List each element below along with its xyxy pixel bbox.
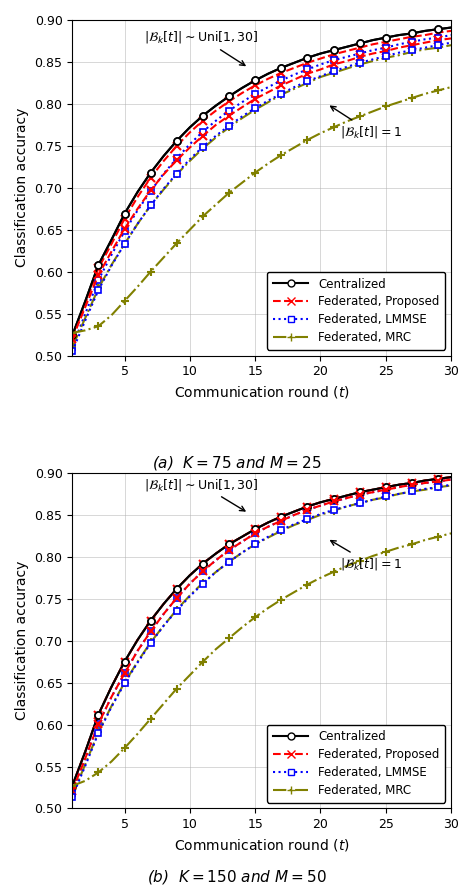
Text: $|\mathcal{B}_k[t]| \sim \mathrm{Uni}[1, 30]$: $|\mathcal{B}_k[t]| \sim \mathrm{Uni}[1,… — [144, 29, 259, 66]
Y-axis label: Classification accuracy: Classification accuracy — [15, 108, 29, 268]
Legend: Centralized, Federated, Proposed, Federated, LMMSE, Federated, MRC: Centralized, Federated, Proposed, Federa… — [267, 271, 445, 350]
Text: (a)  $K = 75$ and $M = 25$: (a) $K = 75$ and $M = 25$ — [152, 454, 322, 472]
Y-axis label: Classification accuracy: Classification accuracy — [15, 561, 29, 720]
Text: $|\mathcal{B}_k[t]| \sim \mathrm{Uni}[1, 30]$: $|\mathcal{B}_k[t]| \sim \mathrm{Uni}[1,… — [144, 476, 259, 511]
Text: $|\mathcal{B}_k[t]| = 1$: $|\mathcal{B}_k[t]| = 1$ — [331, 106, 402, 141]
X-axis label: Communication round ($t$): Communication round ($t$) — [174, 384, 350, 400]
Legend: Centralized, Federated, Proposed, Federated, LMMSE, Federated, MRC: Centralized, Federated, Proposed, Federa… — [267, 724, 445, 803]
X-axis label: Communication round ($t$): Communication round ($t$) — [174, 837, 350, 853]
Text: (b)  $K = 150$ and $M = 50$: (b) $K = 150$ and $M = 50$ — [147, 868, 327, 886]
Text: $|\mathcal{B}_k[t]| = 1$: $|\mathcal{B}_k[t]| = 1$ — [331, 540, 402, 572]
